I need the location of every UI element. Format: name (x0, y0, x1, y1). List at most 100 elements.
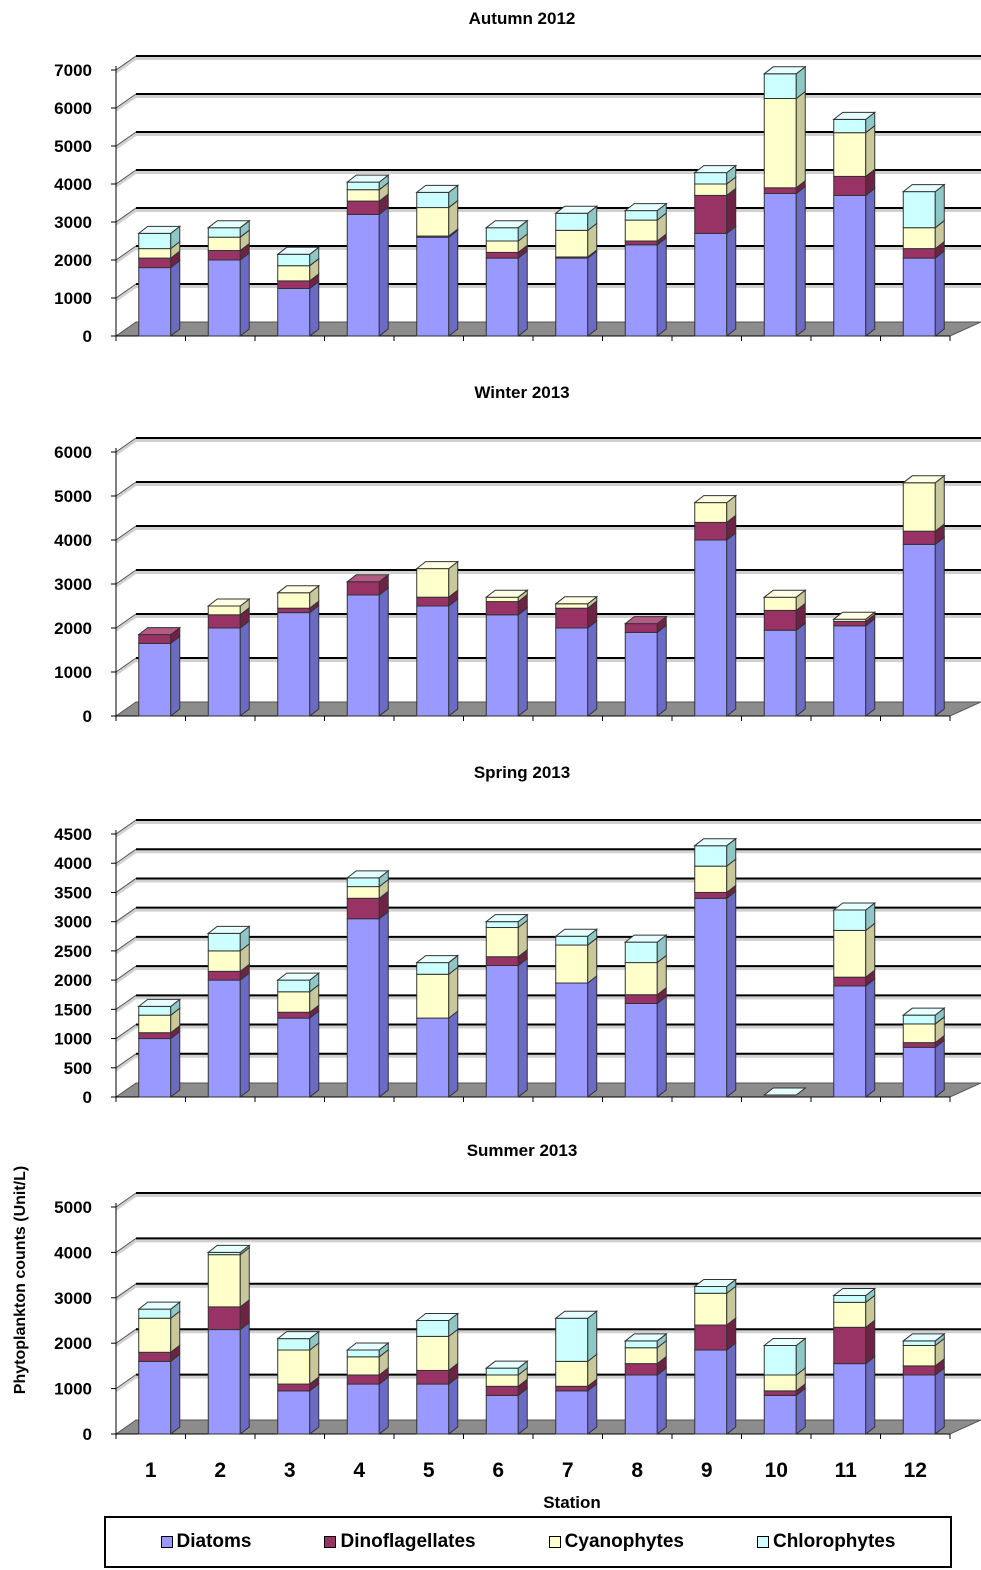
bar-cyanophytes-station-4 (346, 886, 380, 899)
bar-diatoms-station-8-side (656, 624, 667, 718)
bar-empty-cap (762, 1087, 807, 1096)
bar-diatoms-station-2-side (239, 972, 250, 1099)
bar-diatoms-station-1-side (170, 259, 181, 338)
bar-cyanophytes-station-4 (346, 189, 380, 202)
bar-diatoms-station-8 (624, 244, 658, 337)
bar-dinoflagellates-station-6 (485, 251, 519, 259)
bar-cyanophytes-station-8 (624, 962, 658, 996)
gridline-diagonal (115, 1053, 137, 1069)
bar-cyanophytes-station-9 (694, 183, 728, 196)
bar-stack-station-2 (206, 1244, 251, 1436)
bar-chlorophytes-station-4 (346, 181, 380, 191)
bar-chlorophytes-station-4 (346, 877, 380, 888)
bar-chlorophytes-station-5-top (415, 184, 460, 193)
bar-cyanophytes-station-1 (138, 248, 172, 259)
gridline-shadow (116, 284, 981, 302)
bar-diatoms-station-6-side (517, 606, 528, 718)
bar-chlorophytes-station-8 (624, 210, 658, 221)
bar-dinoflagellates-station-8 (624, 240, 658, 246)
y-tick-label: 0 (83, 707, 92, 726)
bar-diatoms-station-6 (485, 614, 519, 717)
bar-diatoms-station-6 (485, 1394, 519, 1435)
y-tick-label: 5000 (54, 1198, 92, 1217)
legend-swatch-cyanophytes (548, 1536, 561, 1548)
bar-stack-station-3 (276, 972, 321, 1099)
bar-stack-station-4 (345, 1341, 390, 1436)
gridline-shadow (116, 936, 981, 955)
bar-diatoms-station-10-side (795, 1387, 806, 1436)
bar-chlorophytes-station-5 (416, 1320, 450, 1337)
bar-cyanophytes-station-11 (833, 132, 867, 177)
gridline-diagonal (115, 283, 137, 299)
bar-stack-station-10 (762, 65, 807, 338)
bar-diatoms-station-1-side (170, 635, 181, 718)
gridline-shadow (116, 526, 981, 544)
bar-diatoms-station-2-side (239, 251, 250, 338)
bar-stack-station-1 (137, 1301, 182, 1436)
bar-chlorophytes-station-6 (485, 921, 519, 929)
bar-cyanophytes-station-3 (277, 991, 311, 1013)
gridline-shadow (116, 438, 981, 456)
bar-cyanophytes-station-6 (485, 1374, 519, 1387)
legend-swatch-chlorophytes (756, 1536, 769, 1548)
bar-chlorophytes-station-11-top (832, 902, 877, 911)
bar-chlorophytes-station-5-top (415, 1313, 460, 1321)
chart-title: Summer 2013 (467, 1141, 578, 1160)
chart-title: Winter 2013 (474, 383, 569, 402)
bar-dinoflagellates-station-1-top (137, 627, 182, 636)
bar-diatoms-station-7-side (587, 975, 598, 1099)
bar-dinoflagellates-station-6 (485, 956, 519, 967)
bar-cyanophytes-station-11 (833, 929, 867, 978)
bar-diatoms-station-12-side (934, 536, 945, 718)
bar-cyanophytes-station-3-top (276, 585, 321, 594)
bar-chlorophytes-station-2-top (206, 1244, 251, 1253)
bar-dinoflagellates-station-11 (833, 175, 867, 196)
bar-dinoflagellates-station-5 (416, 1369, 450, 1385)
gridline-diagonal (115, 1374, 137, 1390)
gridline-diagonal (115, 93, 137, 109)
bar-chlorophytes-station-6-top (484, 1360, 529, 1369)
bar-stack-station-5 (415, 1312, 460, 1436)
bar-diatoms-station-11-side (865, 977, 876, 1099)
bar-dinoflagellates-station-11 (833, 976, 867, 987)
y-tick-label: 4000 (54, 531, 92, 550)
bar-chlorophytes-station-6-top (484, 914, 529, 923)
bar-cyanophytes-station-4 (346, 1356, 380, 1376)
bar-chlorophytes-station-10-top (762, 1337, 807, 1346)
gridline-diagonal (115, 878, 137, 893)
x-tick-label: 12 (904, 1459, 927, 1482)
bar-diatoms-station-11-side (865, 617, 876, 718)
bar-dinoflagellates-station-4 (346, 581, 380, 596)
bar-dinoflagellates-station-8-top (623, 616, 668, 625)
bar-cyanophytes-station-3 (277, 1349, 311, 1385)
gridline-diagonal (115, 657, 137, 673)
bar-diatoms-station-1 (138, 1038, 172, 1098)
bar-dinoflagellates-station-4-top (345, 574, 390, 583)
bar-dinoflagellates-station-3 (277, 607, 311, 614)
bar-stack-station-1 (137, 998, 182, 1099)
bar-chlorophytes-station-9 (694, 1285, 728, 1294)
bar-dinoflagellates-station-1 (138, 1032, 172, 1040)
bar-cyanophytes-station-6 (485, 596, 519, 603)
bar-diatoms-station-4 (346, 213, 380, 337)
gridline-diagonal (115, 965, 137, 981)
bar-stack-station-9 (693, 1278, 738, 1436)
bar-dinoflagellates-station-12 (902, 1365, 936, 1376)
bar-chlorophytes-station-1 (138, 1005, 172, 1016)
bar-cyanophytes-station-5 (416, 207, 450, 237)
bar-cyanophytes-station-11-top (832, 611, 877, 620)
bar-stack-station-8 (623, 934, 668, 1099)
bar-dinoflagellates-station-9 (694, 891, 728, 899)
bar-chlorophytes-station-8-top (623, 934, 668, 943)
bar-chlorophytes-station-11 (833, 909, 867, 931)
y-tick-label: 1000 (54, 289, 92, 308)
y-tick-label: 4000 (54, 854, 92, 873)
gridline-shadow (116, 482, 981, 500)
bar-diatoms-station-8 (624, 631, 658, 717)
gridline-shadow (116, 849, 981, 868)
bar-stack-station-7 (554, 1310, 599, 1436)
bar-dinoflagellates-station-11 (833, 620, 867, 627)
x-tick-label: 2 (214, 1459, 226, 1482)
gridline-diagonal (115, 525, 137, 541)
bar-chlorophytes-station-4-top (345, 1342, 390, 1351)
